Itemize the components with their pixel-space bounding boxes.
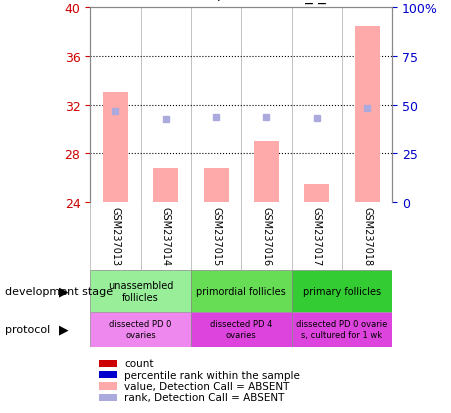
Bar (203, 169, 229, 202)
Text: ▶: ▶ (59, 285, 68, 298)
Bar (99, 394, 117, 401)
Text: ▶: ▶ (59, 323, 68, 336)
Text: GSM237014: GSM237014 (161, 207, 171, 266)
Bar (90, 312, 191, 347)
Text: GSM237018: GSM237018 (362, 207, 372, 266)
Bar (99, 360, 117, 367)
Text: percentile rank within the sample: percentile rank within the sample (124, 370, 300, 380)
Text: GSM237017: GSM237017 (312, 207, 322, 266)
Bar (191, 271, 292, 312)
Text: GSM237016: GSM237016 (262, 207, 272, 266)
Bar (191, 312, 292, 347)
Text: value, Detection Call = ABSENT: value, Detection Call = ABSENT (124, 381, 290, 391)
Bar (90, 271, 191, 312)
Text: count: count (124, 358, 153, 368)
Text: dissected PD 0 ovarie
s, cultured for 1 wk: dissected PD 0 ovarie s, cultured for 1 … (296, 320, 388, 339)
Bar (304, 184, 329, 202)
Bar (292, 271, 392, 312)
Text: unassembled
follicles: unassembled follicles (108, 280, 173, 302)
Bar (254, 142, 279, 202)
Bar (103, 93, 128, 202)
Text: GSM237013: GSM237013 (110, 207, 120, 266)
Bar (153, 169, 178, 202)
Text: protocol: protocol (5, 324, 50, 335)
Text: development stage: development stage (5, 286, 113, 296)
Bar (292, 312, 392, 347)
Text: rank, Detection Call = ABSENT: rank, Detection Call = ABSENT (124, 392, 285, 403)
Text: dissected PD 4
ovaries: dissected PD 4 ovaries (210, 320, 272, 339)
Text: GSM237015: GSM237015 (211, 207, 221, 266)
Bar (354, 26, 380, 202)
Text: primary follicles: primary follicles (303, 286, 381, 296)
Text: primordial follicles: primordial follicles (196, 286, 286, 296)
Bar (99, 382, 117, 390)
Title: GDS3006 / AF034898_f_at: GDS3006 / AF034898_f_at (141, 0, 341, 4)
Text: dissected PD 0
ovaries: dissected PD 0 ovaries (110, 320, 172, 339)
Bar (99, 371, 117, 378)
